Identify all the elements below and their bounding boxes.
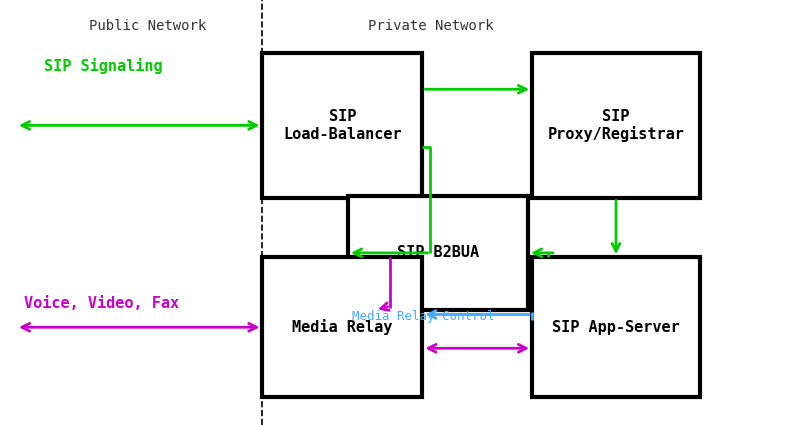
Text: Media Relay: Media Relay xyxy=(292,319,393,335)
Text: SIP App-Server: SIP App-Server xyxy=(552,320,680,335)
Text: SIP B2BUA: SIP B2BUA xyxy=(397,245,479,261)
Bar xyxy=(532,53,700,198)
Text: SIP
Proxy/Registrar: SIP Proxy/Registrar xyxy=(547,108,685,142)
Bar xyxy=(532,257,700,397)
Text: Private Network: Private Network xyxy=(368,19,494,33)
Text: Public Network: Public Network xyxy=(90,19,206,33)
Bar xyxy=(262,53,422,198)
Bar xyxy=(262,257,422,397)
Bar xyxy=(348,196,528,310)
Text: SIP
Load-Balancer: SIP Load-Balancer xyxy=(283,109,402,142)
Text: Media Relay Control: Media Relay Control xyxy=(352,310,494,323)
Text: Voice, Video, Fax: Voice, Video, Fax xyxy=(24,296,179,312)
Text: SIP Signaling: SIP Signaling xyxy=(44,58,162,74)
